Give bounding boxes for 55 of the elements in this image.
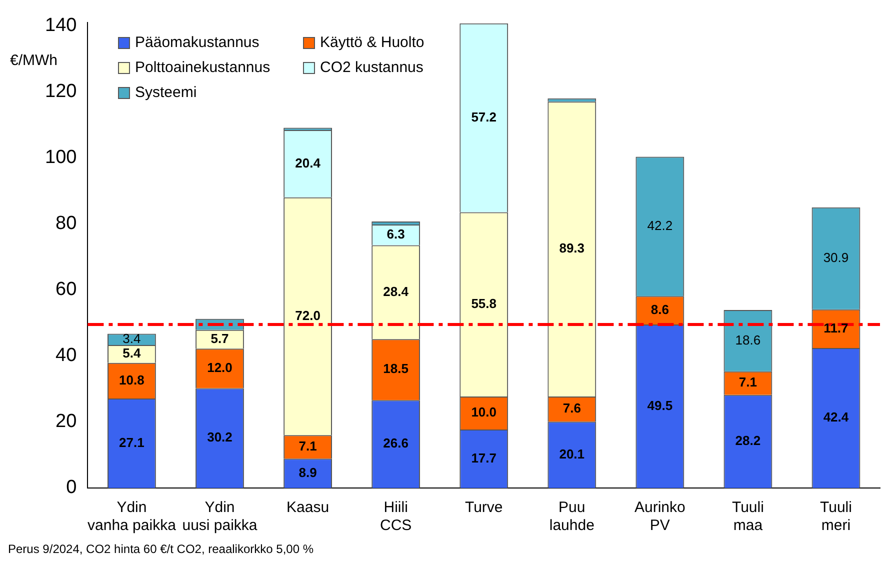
data-label: 8.6 [650, 302, 669, 317]
text: Perus 9/2024, CO2 hinta 60 €/t CO2, reaalikorkko 5,00 % [8, 542, 314, 556]
x-tick-label: Turve [464, 499, 503, 516]
data-label: 10.0 [471, 404, 497, 420]
data-label: 28.4 [383, 284, 410, 299]
data-label: 26.6 [383, 436, 408, 451]
data-label: 57.2 [471, 109, 497, 124]
legend-label: CO2 kustannus [320, 59, 424, 76]
x-tick-label: Tuuli maa [732, 499, 764, 534]
y-tick-label: 120 [45, 80, 77, 102]
data-label: 10.8 [119, 372, 144, 388]
x-tick-label: Hiili CCS [380, 499, 412, 534]
legend-label: Pääomakustannus [135, 34, 260, 51]
data-label: 3.4 [122, 330, 141, 346]
data-label: 5.7 [210, 330, 229, 346]
data-label: 55.8 [471, 296, 497, 311]
data-label: 11.7 [824, 320, 848, 336]
x-tick-label: Kaasu [286, 499, 330, 516]
data-label: 17.7 [471, 450, 497, 466]
x-tick-label: Aurinko PV [634, 499, 686, 534]
y-tick-label: 20 [56, 411, 77, 432]
data-label: 18.5 [383, 361, 408, 376]
y-tick-label: 40 [56, 345, 77, 366]
data-label: 20.1 [559, 446, 585, 462]
legend-label: Käyttö & Huolto [320, 34, 424, 51]
data-label: 28.2 [735, 433, 761, 448]
y-tick-label: 80 [56, 213, 77, 234]
x-tick-label: Ydin vanha paikka [88, 499, 177, 534]
y-tick-label: 140 [45, 14, 77, 36]
x-tick-label: Tuuli meri [820, 499, 852, 534]
data-label: 27.1 [119, 434, 144, 450]
data-label: 7.6 [562, 400, 581, 416]
data-label: 30.9 [823, 250, 849, 265]
legend-label: Systeemi [135, 84, 197, 101]
legend-label: Polttoainekustannus [135, 59, 270, 76]
y-tick-label: 100 [45, 147, 77, 168]
data-label: 18.6 [735, 332, 761, 348]
data-label: 89.3 [559, 240, 585, 256]
data-label: 42.4 [823, 410, 850, 425]
data-label: 20.4 [295, 155, 322, 170]
data-label: 30.2 [207, 430, 232, 445]
y-axis-title: €/MWh [10, 52, 58, 69]
data-label: 8.9 [298, 464, 317, 480]
data-label: 7.1 [738, 374, 757, 390]
y-tick-label: 60 [56, 279, 77, 300]
data-label: 49.5 [647, 398, 673, 413]
x-tick-label: Puu lauhde [549, 499, 594, 534]
data-label: 42.2 [647, 218, 673, 234]
y-tick-label: 0 [66, 477, 77, 498]
data-label: 72.0 [295, 308, 320, 323]
data-label: 12.0 [207, 360, 232, 376]
x-tick-label: Ydin uusi paikka [182, 499, 258, 534]
data-label: 5.4 [122, 346, 142, 361]
data-label: 7.1 [298, 438, 317, 454]
data-label: 6.3 [386, 226, 405, 242]
